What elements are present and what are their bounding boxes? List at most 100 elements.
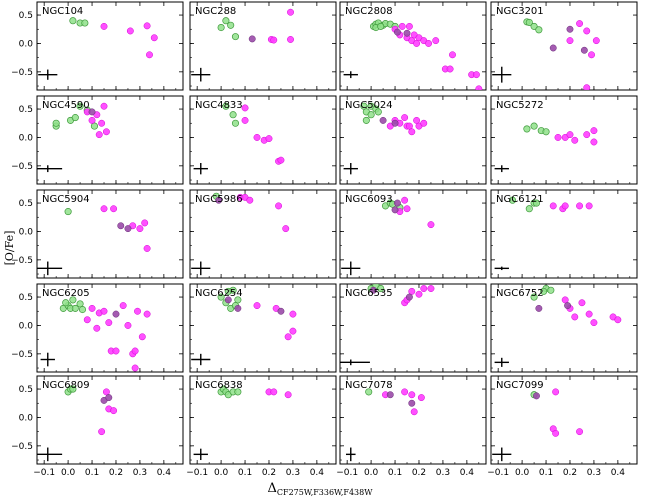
data-point-first-gen: [377, 284, 385, 293]
panel-title: NGC5024: [345, 100, 393, 111]
panel-frame: [36, 189, 184, 279]
data-point-second-gen: [585, 310, 593, 318]
x-tick-label: 0.2: [109, 468, 123, 478]
points-ngc2808: [343, 19, 483, 90]
data-point-second-gen: [583, 27, 591, 35]
points-ngc6254: [191, 286, 297, 366]
data-point-first-gen: [76, 102, 84, 110]
data-point-first-gen: [64, 208, 72, 216]
axis-labels-layer: [O/Fe] ΔCF275W,F336W,F438W: [3, 231, 373, 497]
data-point-first-gen: [81, 19, 89, 27]
data-point-second-gen: [614, 316, 622, 324]
panel-ngc6093: NGC6093: [339, 189, 487, 279]
data-point-second-gen: [126, 27, 134, 35]
data-point-second-gen: [289, 310, 297, 318]
y-axis-title: [O/Fe]: [3, 231, 16, 266]
data-point-second-gen: [110, 205, 118, 213]
data-point-second-gen: [88, 116, 96, 124]
data-point-first-gen: [229, 286, 237, 294]
x-tick-label: 0.1: [539, 468, 553, 478]
x-tick-label: 0.0: [61, 468, 76, 478]
data-point-mixed: [105, 394, 113, 402]
data-point-first-gen: [227, 21, 235, 29]
x-tick-label: 0.0: [515, 468, 530, 478]
data-point-second-gen: [253, 302, 261, 310]
x-tick-label: 0.1: [238, 468, 252, 478]
data-point-first-gen: [69, 385, 77, 393]
data-point-first-gen: [231, 119, 240, 127]
panel-title: NGC6121: [496, 194, 544, 205]
data-point-second-gen: [143, 245, 151, 252]
panel-ngc7099: −0.1 0.0 0.1 0.2 0.3 0.4 NGC7099: [487, 375, 638, 478]
data-point-first-gen: [71, 114, 79, 122]
panel-frame: [189, 1, 337, 91]
data-point-second-gen: [576, 428, 584, 436]
panel-title: NGC2808: [345, 6, 393, 17]
y-tick-label: 0.5: [19, 11, 33, 21]
data-point-mixed: [549, 44, 557, 52]
x-tick-label: 0.3: [133, 468, 147, 478]
data-point-first-gen: [523, 125, 531, 133]
points-ngc6093: [341, 196, 435, 276]
data-point-first-gen: [508, 196, 517, 204]
y-tick-label: −0.5: [11, 68, 33, 78]
data-point-second-gen: [112, 347, 120, 355]
data-point-second-gen: [408, 391, 416, 399]
panel-ngc6121: NGC6121: [490, 189, 638, 279]
panel-ngc6205: −0.5 0.0 0.5 NGC6205: [11, 283, 184, 373]
data-point-mixed: [391, 119, 399, 127]
panel-title: NGC5904: [42, 194, 90, 205]
data-point-second-gen: [408, 128, 416, 136]
data-point-second-gen: [576, 20, 584, 28]
data-point-first-gen: [547, 286, 555, 294]
y-tick-label: 0.5: [19, 293, 33, 303]
data-point-second-gen: [571, 313, 579, 321]
points-ngc104: [38, 17, 158, 80]
panel-ngc6838: −0.1 0.0 0.1 0.2 0.3 0.4 NGC6838: [186, 375, 337, 478]
x-tick-label: 0.3: [587, 468, 601, 478]
data-point-first-gen: [377, 22, 385, 30]
data-point-second-gen: [552, 388, 560, 396]
panel-ngc5904: −0.5 0.0 0.5 NGC5904: [11, 189, 184, 279]
data-point-second-gen: [446, 65, 454, 73]
data-point-second-gen: [282, 225, 290, 233]
data-point-second-gen: [585, 202, 593, 210]
data-point-second-gen: [146, 51, 153, 59]
data-point-second-gen: [590, 127, 598, 135]
x-tick-label: −0.1: [33, 468, 55, 478]
points-ngc6121: [494, 196, 593, 271]
data-point-second-gen: [571, 136, 579, 144]
panel-ngc4590: −0.5 0.0 0.5 NGC4590: [11, 95, 184, 185]
panel-frame: [339, 189, 487, 279]
panel-frame: [36, 283, 184, 373]
data-point-second-gen: [576, 202, 584, 210]
data-point-second-gen: [398, 22, 406, 30]
panel-ngc6809: −0.5 0.0 0.5 −0.1 0.0 0.1 0.2 0.3 0.4 NGC6809: [11, 375, 184, 478]
x-tick-label: 0.2: [563, 468, 577, 478]
panel-frame: [189, 283, 337, 373]
data-point-first-gen: [367, 111, 375, 119]
panel-frame: [490, 1, 638, 91]
data-point-second-gen: [253, 133, 261, 141]
panel-frame: [490, 375, 638, 465]
panel-title: NGC6752: [496, 288, 544, 299]
data-point-second-gen: [241, 104, 249, 112]
panel-title: NGC3201: [496, 6, 544, 17]
data-point-mixed: [224, 296, 232, 304]
data-point-second-gen: [100, 102, 108, 110]
data-point-second-gen: [590, 319, 598, 327]
y-tick-label: 0.0: [19, 39, 34, 49]
data-point-second-gen: [287, 36, 294, 43]
data-point-second-gen: [420, 285, 428, 292]
y-tick-label: 0.0: [19, 227, 34, 237]
panel-ngc288: NGC288: [189, 1, 337, 91]
data-point-mixed: [535, 304, 543, 312]
data-point-second-gen: [432, 37, 440, 45]
panel-title: NGC6535: [345, 288, 393, 299]
x-axis-title-symbol: Δ: [268, 481, 277, 496]
data-point-second-gen: [100, 205, 108, 213]
points-ngc6809: [37, 385, 118, 462]
data-point-first-gen: [525, 205, 533, 213]
data-point-second-gen: [275, 202, 283, 210]
